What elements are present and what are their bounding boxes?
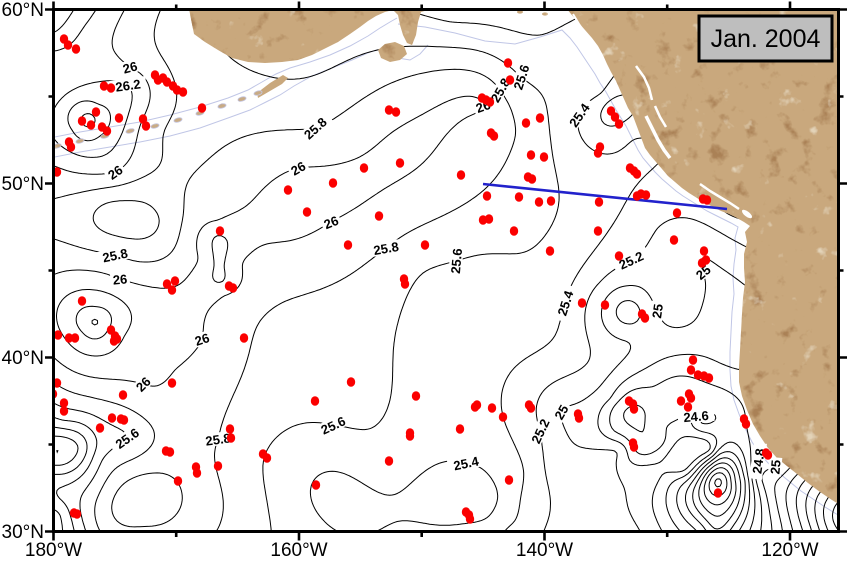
- svg-text:25.6: 25.6: [448, 248, 465, 275]
- svg-text:25.8: 25.8: [372, 239, 400, 258]
- svg-text:50°N: 50°N: [2, 174, 44, 195]
- svg-text:25.8: 25.8: [101, 246, 129, 266]
- svg-text:26: 26: [322, 213, 341, 232]
- svg-text:40°N: 40°N: [2, 348, 44, 369]
- svg-text:30°N: 30°N: [2, 522, 44, 543]
- svg-text:180°W: 180°W: [25, 540, 82, 561]
- svg-text:160°W: 160°W: [270, 540, 327, 561]
- svg-text:60°N: 60°N: [2, 0, 44, 21]
- svg-text:Jan. 2004: Jan. 2004: [711, 25, 821, 53]
- svg-text:25: 25: [649, 303, 666, 319]
- svg-text:24.6: 24.6: [683, 408, 710, 425]
- svg-text:120°W: 120°W: [761, 540, 818, 561]
- svg-text:26: 26: [112, 271, 128, 287]
- svg-text:25: 25: [551, 402, 571, 422]
- svg-text:26: 26: [288, 158, 308, 178]
- svg-text:25.8: 25.8: [204, 430, 231, 448]
- svg-text:26: 26: [193, 330, 211, 349]
- svg-text:140°W: 140°W: [516, 540, 573, 561]
- svg-text:25.4: 25.4: [452, 453, 481, 473]
- svg-text:26: 26: [105, 162, 125, 183]
- svg-text:26: 26: [121, 58, 139, 76]
- svg-text:25.6: 25.6: [510, 63, 532, 92]
- svg-text:25: 25: [767, 459, 783, 475]
- svg-text:26.2: 26.2: [114, 76, 141, 94]
